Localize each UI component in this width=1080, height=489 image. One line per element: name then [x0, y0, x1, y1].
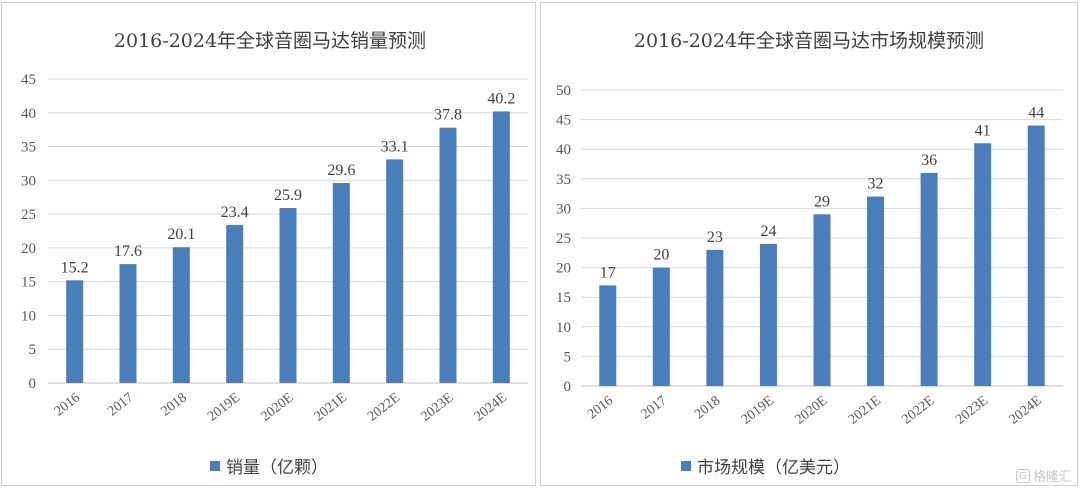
chart-title: 2016-2024年全球音圈马达市场规模预测	[634, 30, 984, 52]
bar	[920, 172, 938, 386]
data-label: 41	[975, 122, 991, 139]
x-tick-label: 2018	[158, 390, 189, 419]
x-tick-label: 2020E	[258, 390, 296, 424]
y-tick-label: 30	[556, 201, 571, 217]
bar	[119, 264, 137, 383]
x-tick-label: 2016	[52, 390, 83, 419]
bar	[813, 214, 831, 386]
watermark-logo-icon: G	[1015, 468, 1030, 483]
x-tick-label: 2021E	[846, 393, 884, 427]
data-label: 15.2	[61, 259, 89, 276]
x-tick-label: 2017	[638, 393, 669, 422]
y-tick-label: 30	[21, 173, 36, 189]
x-tick-label: 2021E	[312, 390, 350, 424]
x-tick-label: 2019E	[739, 393, 777, 427]
y-tick-label: 35	[556, 172, 571, 188]
bar	[599, 285, 617, 386]
x-tick-label: 2024E	[472, 390, 510, 424]
x-tick-label: 2023E	[953, 393, 991, 427]
y-tick-label: 25	[556, 231, 571, 247]
data-label: 17	[600, 264, 616, 281]
x-tick-label: 2018	[692, 393, 723, 422]
x-tick-label: 2022E	[365, 390, 403, 424]
bar	[332, 183, 350, 383]
data-label: 44	[1028, 105, 1044, 122]
y-tick-label: 35	[21, 140, 36, 156]
data-label: 23.4	[221, 204, 249, 221]
y-tick-label: 15	[556, 290, 571, 306]
bar	[66, 280, 84, 383]
y-tick-label: 25	[21, 207, 36, 223]
y-tick-label: 5	[29, 342, 37, 358]
market-size-chart-panel: 2016-2024年全球音圈马达市场规模预测 0 5 10 15 20 25 30 35 40 45…	[540, 2, 1078, 486]
watermark: G 格隆汇	[1015, 466, 1072, 485]
y-tick-label: 45	[21, 72, 36, 88]
bar	[974, 143, 992, 386]
x-tick-label: 2023E	[418, 390, 456, 424]
bar	[172, 247, 190, 383]
legend-label: 销量（亿颗）	[226, 458, 328, 478]
y-tick-label: 40	[556, 142, 571, 158]
bar	[652, 267, 670, 386]
y-tick-label: 0	[29, 376, 37, 392]
data-label: 40.2	[487, 90, 515, 107]
data-label: 24	[760, 223, 776, 240]
legend-swatch	[681, 461, 691, 471]
x-tick-label: 2022E	[900, 393, 938, 427]
x-tick-label: 2016	[585, 393, 616, 422]
bar	[706, 249, 724, 386]
watermark-text: 格隆汇	[1032, 470, 1072, 485]
bar	[759, 243, 777, 386]
data-label: 37.8	[434, 107, 462, 124]
y-tick-label: 10	[21, 308, 36, 324]
bar	[1027, 125, 1045, 387]
bar	[439, 127, 457, 383]
x-tick-label: 2017	[105, 390, 136, 419]
bar	[492, 111, 510, 383]
bar	[386, 159, 404, 383]
y-tick-label: 5	[564, 349, 572, 365]
data-label: 32	[868, 176, 884, 193]
data-label: 29.6	[327, 162, 355, 179]
data-label: 29	[814, 193, 830, 210]
y-tick-label: 50	[556, 83, 571, 99]
bar	[279, 208, 297, 383]
data-label: 36	[921, 152, 937, 169]
sales-volume-chart-panel: 2016-2024年全球音圈马达销量预测 0 5 10 15 20 25 30 35 40 45 15…	[1, 2, 536, 486]
data-label: 25.9	[274, 187, 302, 204]
y-tick-label: 20	[556, 261, 571, 277]
data-label: 20	[653, 247, 669, 264]
y-tick-label: 20	[21, 241, 36, 257]
y-tick-label: 15	[21, 275, 36, 291]
bar	[867, 196, 885, 386]
data-label: 33.1	[381, 138, 409, 155]
sales-volume-chart: 2016-2024年全球音圈马达销量预测 0 5 10 15 20 25 30 35 40 45 15…	[21, 30, 528, 478]
x-tick-label: 2020E	[792, 393, 830, 427]
market-size-chart: 2016-2024年全球音圈马达市场规模预测 0 5 10 15 20 25 30 35 40 45…	[556, 30, 1063, 478]
y-tick-label: 0	[564, 379, 572, 395]
data-label: 20.1	[167, 226, 195, 243]
data-label: 17.6	[114, 243, 142, 260]
x-tick-label: 2019E	[205, 390, 243, 424]
bar	[226, 224, 244, 383]
x-tick-label: 2024E	[1007, 393, 1045, 427]
data-label: 23	[707, 229, 723, 246]
legend-swatch	[210, 461, 220, 471]
y-tick-label: 10	[556, 320, 571, 336]
chart-title: 2016-2024年全球音圈马达销量预测	[114, 30, 426, 52]
legend-label: 市场规模（亿美元）	[697, 458, 850, 478]
y-tick-label: 40	[21, 106, 36, 122]
y-tick-label: 45	[556, 113, 571, 129]
